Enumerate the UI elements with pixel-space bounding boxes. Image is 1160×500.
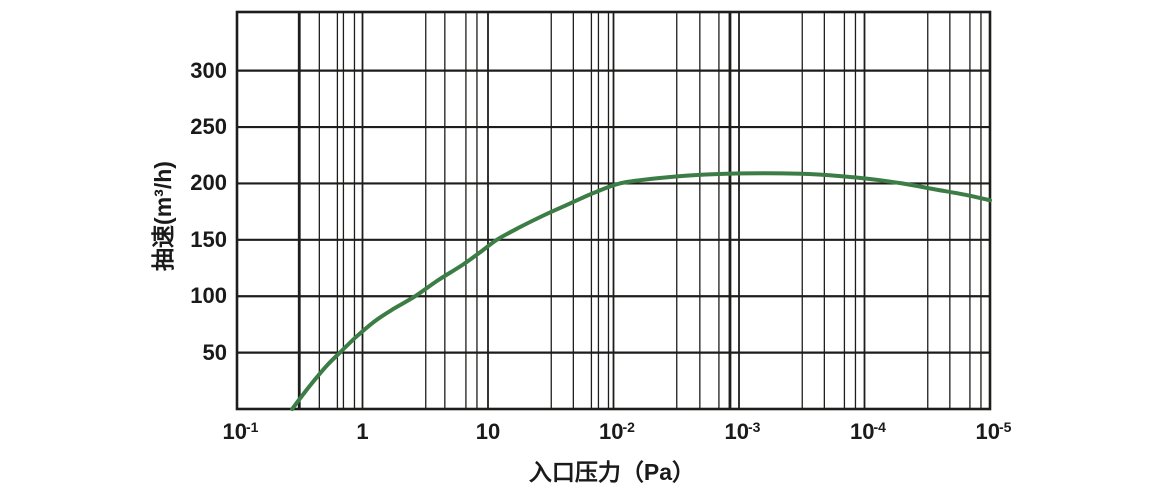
- x-tick-label: 10-1: [222, 418, 259, 444]
- y-tick-label: 300: [190, 57, 227, 83]
- pumping-speed-curve: [290, 171, 992, 411]
- y-tick-label: 100: [190, 283, 227, 309]
- x-tick-label: 1: [356, 419, 369, 444]
- y-tick-label: 200: [190, 170, 227, 196]
- x-tick-label: 10-2: [599, 418, 635, 444]
- x-tick-label: 10-4: [850, 418, 886, 444]
- x-tick-exponent: -2: [622, 418, 635, 435]
- y-tick-label: 150: [190, 226, 227, 252]
- plot-border: [235, 10, 992, 411]
- y-tick-label: 50: [202, 339, 227, 365]
- x-tick-label: 10: [475, 419, 501, 444]
- x-tick-exponent: -3: [748, 418, 761, 435]
- y-tick-label: 250: [190, 114, 227, 140]
- x-tick-label: 10-5: [975, 418, 1012, 444]
- x-tick-exponent: -4: [873, 418, 886, 435]
- x-tick-label: 10-3: [724, 418, 761, 444]
- x-tick-exponent: -5: [999, 418, 1012, 435]
- x-tick-exponent: -1: [246, 418, 259, 435]
- x-axis-title: 入口压力（Pa）: [528, 459, 696, 485]
